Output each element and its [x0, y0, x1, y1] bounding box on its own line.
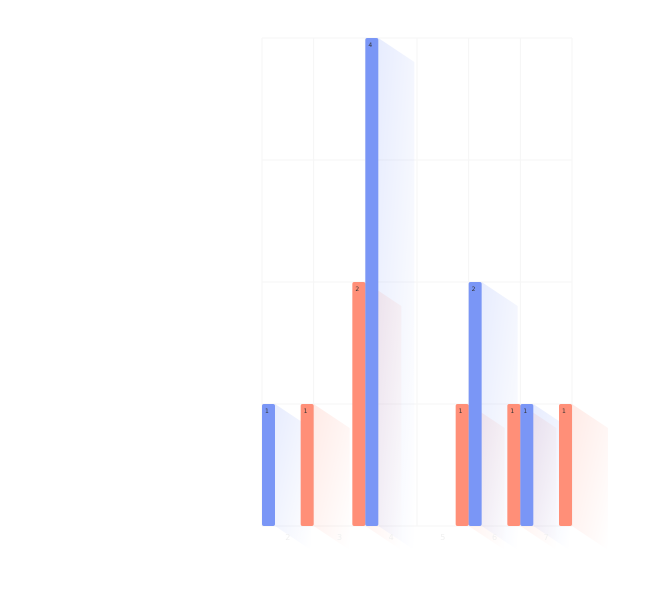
x-tick-label: 3 — [337, 533, 342, 542]
bar-shadow — [313, 404, 350, 550]
bar — [559, 404, 572, 526]
data-label: 1 — [523, 408, 527, 415]
bar — [520, 404, 534, 526]
bar — [300, 404, 314, 526]
data-label: 1 — [304, 408, 308, 415]
bar — [262, 404, 275, 526]
bar — [455, 404, 469, 526]
data-label: 1 — [265, 408, 269, 415]
data-label: 1 — [459, 408, 463, 415]
bars — [262, 38, 572, 526]
data-label: 2 — [472, 286, 476, 293]
data-label: 2 — [355, 286, 359, 293]
bar — [352, 282, 366, 526]
data-label: 1 — [510, 408, 514, 415]
x-tick-label: 2 — [285, 533, 290, 542]
data-label: 4 — [368, 42, 372, 49]
data-labels: 1 1 2 4 1 2 1 1 1 — [265, 42, 566, 415]
x-tick-label: 6 — [492, 533, 497, 542]
bar — [365, 38, 379, 526]
bar-shadow — [378, 38, 415, 550]
x-axis-ticks: 2 3 4 5 6 7 — [285, 533, 548, 542]
bar — [507, 404, 521, 526]
x-tick-label: 5 — [440, 533, 445, 542]
bar — [468, 282, 482, 526]
bar-shadows — [275, 38, 608, 550]
bar-shadow — [572, 404, 608, 550]
data-label: 1 — [562, 408, 566, 415]
x-tick-label: 4 — [389, 533, 394, 542]
x-tick-label: 7 — [544, 533, 549, 542]
